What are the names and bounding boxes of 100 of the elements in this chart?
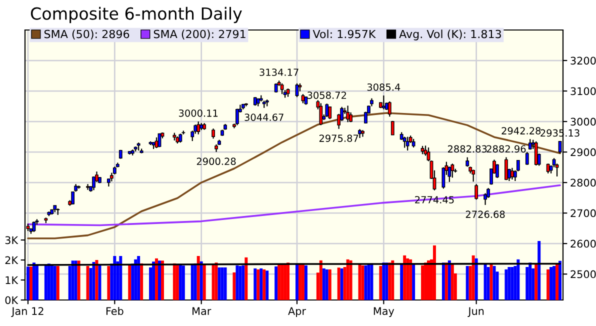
bar	[379, 266, 382, 300]
bar	[238, 266, 242, 300]
candlestick	[474, 184, 478, 200]
candlestick	[402, 136, 406, 148]
candlestick	[346, 105, 350, 123]
bar	[236, 265, 239, 300]
candlestick	[301, 94, 305, 104]
bar	[304, 265, 308, 300]
annotation: 2726.68	[466, 210, 505, 218]
bar	[510, 267, 514, 300]
bar	[474, 258, 478, 300]
bar	[403, 255, 406, 300]
bar	[140, 263, 144, 300]
candlestick	[86, 184, 90, 190]
bar	[349, 260, 352, 300]
bar	[322, 268, 326, 300]
bar	[47, 264, 50, 300]
bar	[214, 262, 218, 300]
bar	[196, 256, 200, 300]
candlestick	[504, 156, 508, 181]
bar	[200, 261, 203, 300]
bar	[442, 262, 445, 300]
bar	[29, 266, 32, 300]
bar	[558, 260, 562, 300]
bar	[244, 257, 248, 300]
bar	[295, 263, 298, 300]
bar	[218, 267, 221, 300]
bar	[382, 262, 386, 300]
bar	[346, 259, 350, 300]
y-tick-label: 2700	[570, 209, 596, 218]
y-tick-label: 3100	[570, 87, 596, 96]
legend-label: Avg. Vol (K): 1.813	[399, 30, 501, 40]
candlestick	[236, 108, 239, 126]
bar	[137, 256, 140, 300]
candlestick	[546, 163, 550, 174]
bar	[262, 269, 266, 300]
bar	[388, 262, 392, 300]
annotation: 2882.96	[486, 145, 526, 153]
y-tick-label: 2600	[570, 240, 596, 248]
bar	[528, 262, 532, 300]
bar	[358, 264, 362, 300]
bar	[256, 269, 260, 300]
candlestick	[212, 128, 215, 140]
candlestick	[472, 169, 476, 182]
annotation: 3134.17	[260, 68, 298, 76]
candlestick	[466, 156, 470, 168]
candlestick	[196, 120, 200, 135]
bar	[490, 264, 493, 300]
candlestick	[92, 176, 96, 191]
bar	[516, 259, 520, 300]
bar	[119, 256, 122, 300]
bar	[538, 241, 541, 300]
bar	[484, 264, 487, 300]
candlestick	[525, 151, 529, 166]
y-tick-label: 0K	[5, 296, 18, 304]
bar	[242, 265, 245, 300]
y-tick-label: 2800	[570, 178, 596, 187]
annotation: 2900.28	[196, 158, 236, 166]
legend-label: Vol: 1.957K	[312, 30, 376, 38]
chart-title: Composite 6-month Daily	[30, 6, 242, 24]
candlestick	[295, 82, 299, 98]
candlestick	[388, 100, 392, 118]
bar	[260, 268, 263, 300]
bar	[546, 269, 550, 300]
candlestick	[426, 146, 430, 162]
bar	[212, 264, 215, 300]
bar	[301, 263, 304, 300]
candlestick	[390, 120, 394, 136]
bar	[421, 265, 424, 300]
bar	[444, 262, 448, 300]
candlestick	[154, 136, 158, 149]
x-tick-label: Mar	[192, 307, 212, 316]
bar	[131, 264, 134, 300]
bar	[325, 269, 328, 300]
x-tick-label: May	[374, 307, 394, 318]
bar	[160, 260, 164, 300]
bar	[26, 266, 30, 300]
candlestick	[280, 82, 284, 95]
bar	[176, 264, 179, 300]
candlestick	[361, 130, 364, 138]
bar	[364, 265, 368, 300]
bar	[466, 266, 469, 300]
bar	[406, 258, 410, 300]
bar	[450, 264, 454, 300]
bar	[340, 268, 344, 300]
bar	[385, 262, 388, 300]
y-tick-label: 1K	[6, 276, 18, 284]
bar	[182, 266, 185, 300]
bar	[71, 260, 74, 300]
bar	[274, 266, 278, 300]
y-tick-label: 3000	[570, 118, 596, 126]
bar	[32, 262, 36, 300]
annotation: 2942.28	[502, 127, 541, 134]
bar	[556, 264, 559, 300]
bar	[74, 260, 78, 300]
bar	[552, 266, 556, 300]
bar	[220, 267, 224, 300]
bar	[113, 256, 116, 300]
line-series	[27, 184, 561, 226]
bar	[286, 262, 290, 300]
